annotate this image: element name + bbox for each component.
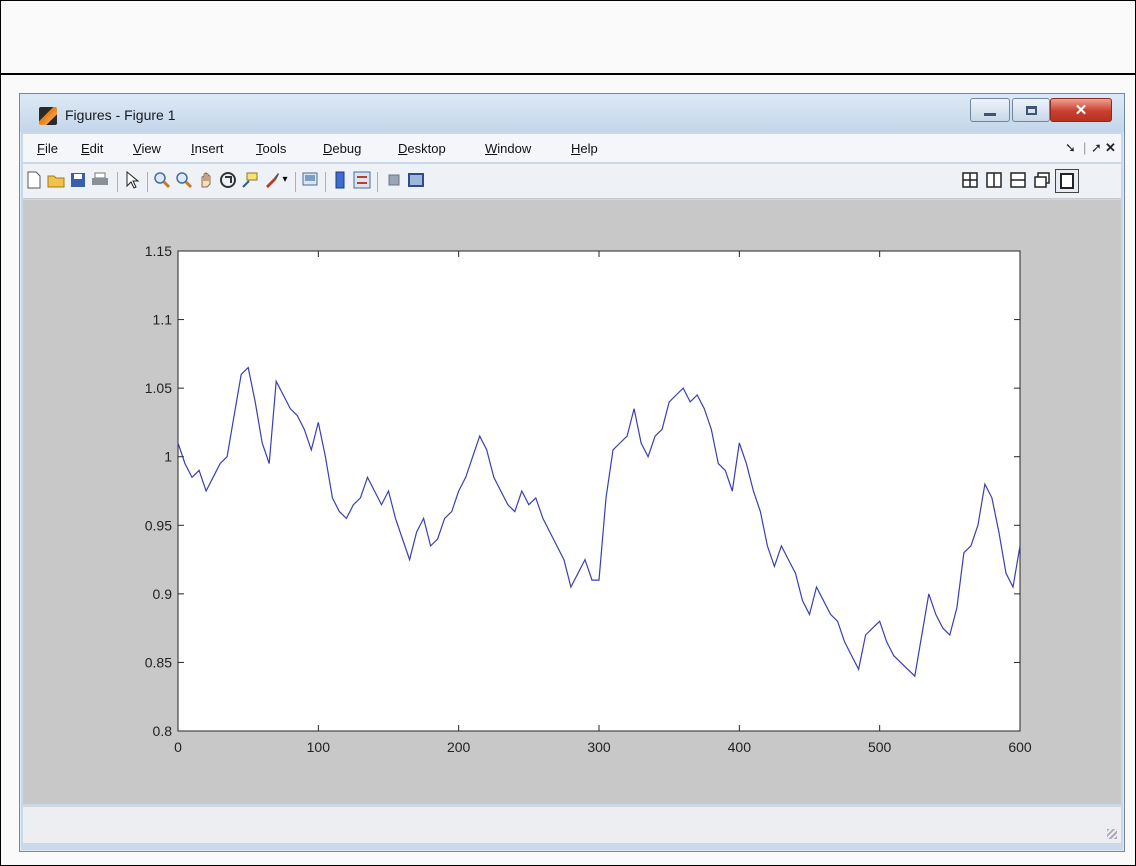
menu-desktop[interactable]: Desktop [398, 141, 446, 156]
figure-area: 0 100 200 300 400 500 600 0.8 0.85 0.9 0.95 1 1.05 1.… [23, 200, 1121, 804]
menu-edit[interactable]: Edit [81, 141, 104, 156]
resize-grip-icon[interactable] [1107, 829, 1117, 839]
zoom-in-icon[interactable] [153, 171, 171, 189]
top-blank-strip [1, 1, 1135, 75]
x-tick-label: 200 [447, 739, 471, 755]
float-icon[interactable] [1033, 171, 1051, 189]
hide-plot-tools-icon[interactable] [385, 171, 403, 189]
title-bar[interactable]: Figures - Figure 1 ✕ [20, 94, 1124, 132]
toolbar-separator [117, 172, 118, 192]
colorbar-icon[interactable] [331, 171, 349, 189]
maximize-icon[interactable] [1055, 169, 1079, 193]
pan-icon[interactable] [197, 171, 215, 189]
undock-arrow-icon[interactable]: ➘ [1065, 140, 1076, 155]
toolbar-separator [377, 172, 378, 192]
data-cursor-icon[interactable] [241, 171, 259, 189]
y-tick-label: 1.05 [145, 380, 172, 396]
tile-icon[interactable] [961, 171, 979, 189]
y-tick-label: 1 [164, 449, 172, 465]
brush-dropdown-icon[interactable]: ▾ [282, 174, 288, 185]
menu-separator: | [1083, 140, 1087, 155]
y-tick-label: 0.8 [153, 723, 173, 739]
left-right-icon[interactable] [985, 171, 1003, 189]
y-tick-label: 1.1 [153, 312, 173, 328]
link-plot-icon[interactable] [301, 171, 319, 189]
top-bottom-icon[interactable] [1009, 171, 1027, 189]
rotate-3d-icon[interactable] [219, 171, 237, 189]
menu-view[interactable]: View [133, 141, 161, 156]
status-bar [23, 806, 1121, 843]
x-tick-label: 100 [307, 739, 331, 755]
open-file-icon[interactable] [47, 171, 65, 189]
menu-debug[interactable]: Debug [323, 141, 362, 156]
y-tick-label: 1.15 [145, 243, 172, 259]
legend-icon[interactable] [353, 171, 371, 189]
menu-window[interactable]: Window [485, 141, 532, 156]
x-tick-label: 600 [1008, 739, 1032, 755]
zoom-out-icon[interactable] [175, 171, 193, 189]
y-tick-label: 0.85 [145, 654, 172, 670]
matlab-icon [39, 107, 57, 125]
menu-bar: File Edit View Insert Tools Debug Deskto… [23, 134, 1121, 162]
menu-help[interactable]: Help [571, 141, 598, 156]
new-figure-icon[interactable] [25, 171, 43, 189]
line-plot: 0 100 200 300 400 500 600 0.8 0.85 0.9 0.95 1 1.05 1.… [145, 243, 1032, 755]
close-button[interactable]: ✕ [1050, 98, 1112, 122]
window-title: Figures - Figure 1 [65, 107, 176, 123]
menu-tools[interactable]: Tools [256, 141, 287, 156]
minimize-icon [984, 112, 996, 116]
maximize-icon [1025, 105, 1037, 115]
x-tick-label: 300 [587, 739, 611, 755]
menu-file[interactable]: File [37, 141, 58, 156]
menu-insert[interactable]: Insert [191, 141, 224, 156]
x-tick-label: 0 [174, 739, 182, 755]
toolbar-separator [325, 172, 326, 192]
y-tick-label: 0.9 [153, 586, 173, 602]
x-tick-label: 500 [868, 739, 892, 755]
y-tick-label: 0.95 [145, 517, 172, 533]
close-icon: ✕ [1074, 102, 1088, 119]
minimize-button[interactable] [970, 98, 1010, 122]
edit-plot-icon[interactable] [123, 171, 141, 189]
series-line [177, 366, 1021, 678]
dock-arrow-icon[interactable]: ➚ [1091, 140, 1102, 155]
brush-icon[interactable] [263, 171, 281, 189]
figures-window: Figures - Figure 1 ✕ File Edit View Inse… [19, 93, 1125, 852]
figure-toolbar: ▾ [23, 164, 1121, 199]
axes-box [177, 250, 1021, 732]
toolbar-separator [147, 172, 148, 192]
print-icon[interactable] [91, 171, 109, 189]
show-plot-tools-icon[interactable] [407, 171, 425, 189]
x-tick-label: 400 [728, 739, 752, 755]
save-icon[interactable] [69, 171, 87, 189]
toolbar-separator [295, 172, 296, 192]
close-figure-icon[interactable]: ✕ [1105, 140, 1116, 155]
maximize-button[interactable] [1012, 98, 1050, 122]
